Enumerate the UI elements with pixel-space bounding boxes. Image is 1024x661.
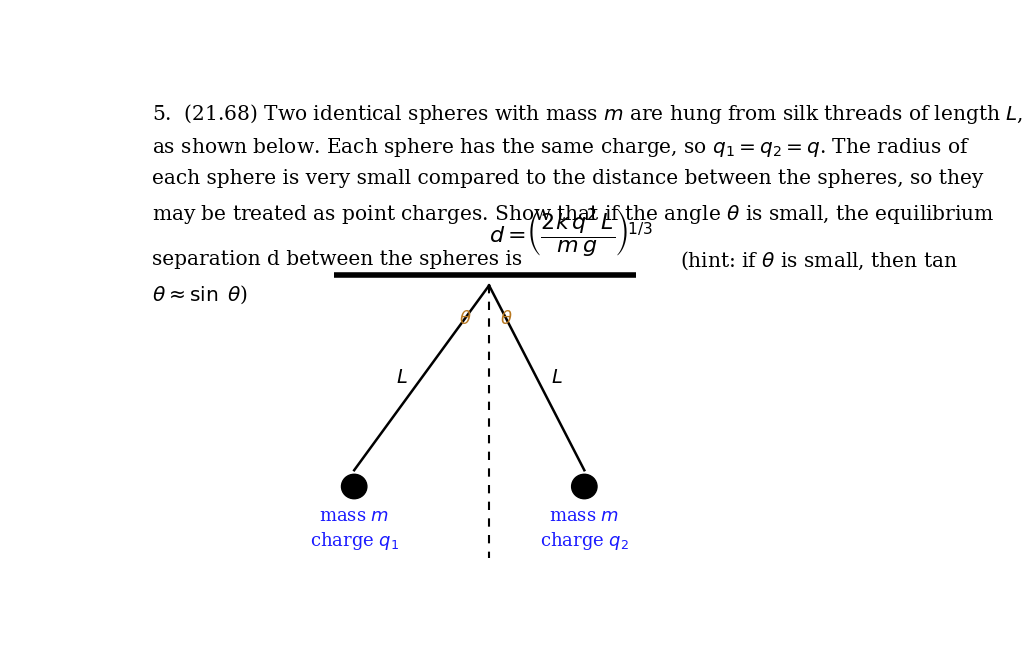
Text: charge $q_2$: charge $q_2$ — [540, 529, 629, 552]
Ellipse shape — [341, 475, 367, 498]
Text: each sphere is very small compared to the distance between the spheres, so they: each sphere is very small compared to th… — [152, 169, 983, 188]
Text: charge $q_1$: charge $q_1$ — [309, 529, 398, 552]
Text: mass $m$: mass $m$ — [549, 507, 620, 525]
Text: 5.  (21.68) Two identical spheres with mass $m$ are hung from silk threads of le: 5. (21.68) Two identical spheres with ma… — [152, 102, 1023, 126]
Text: $L$: $L$ — [551, 369, 562, 387]
Text: $d =\!\left(\dfrac{2k\,q^2\,L}{m\,g}\right)^{\!1/3}$: $d =\!\left(\dfrac{2k\,q^2\,L}{m\,g}\rig… — [489, 206, 653, 258]
Text: $\theta$: $\theta$ — [500, 309, 513, 328]
Text: mass $m$: mass $m$ — [319, 507, 389, 525]
Text: $\theta \approx \sin\ \theta$): $\theta \approx \sin\ \theta$) — [152, 284, 248, 306]
Text: (hint: if $\theta$ is small, then tan: (hint: if $\theta$ is small, then tan — [680, 250, 957, 272]
Text: separation d between the spheres is: separation d between the spheres is — [152, 250, 522, 269]
Ellipse shape — [571, 475, 597, 498]
Text: $\theta$: $\theta$ — [459, 309, 472, 328]
Text: may be treated as point charges. Show that if the angle $\theta$ is small, the e: may be treated as point charges. Show th… — [152, 203, 994, 226]
Text: as shown below. Each sphere has the same charge, so $q_1 = q_2 = q$. The radius : as shown below. Each sphere has the same… — [152, 136, 970, 159]
Text: $L$: $L$ — [396, 369, 408, 387]
